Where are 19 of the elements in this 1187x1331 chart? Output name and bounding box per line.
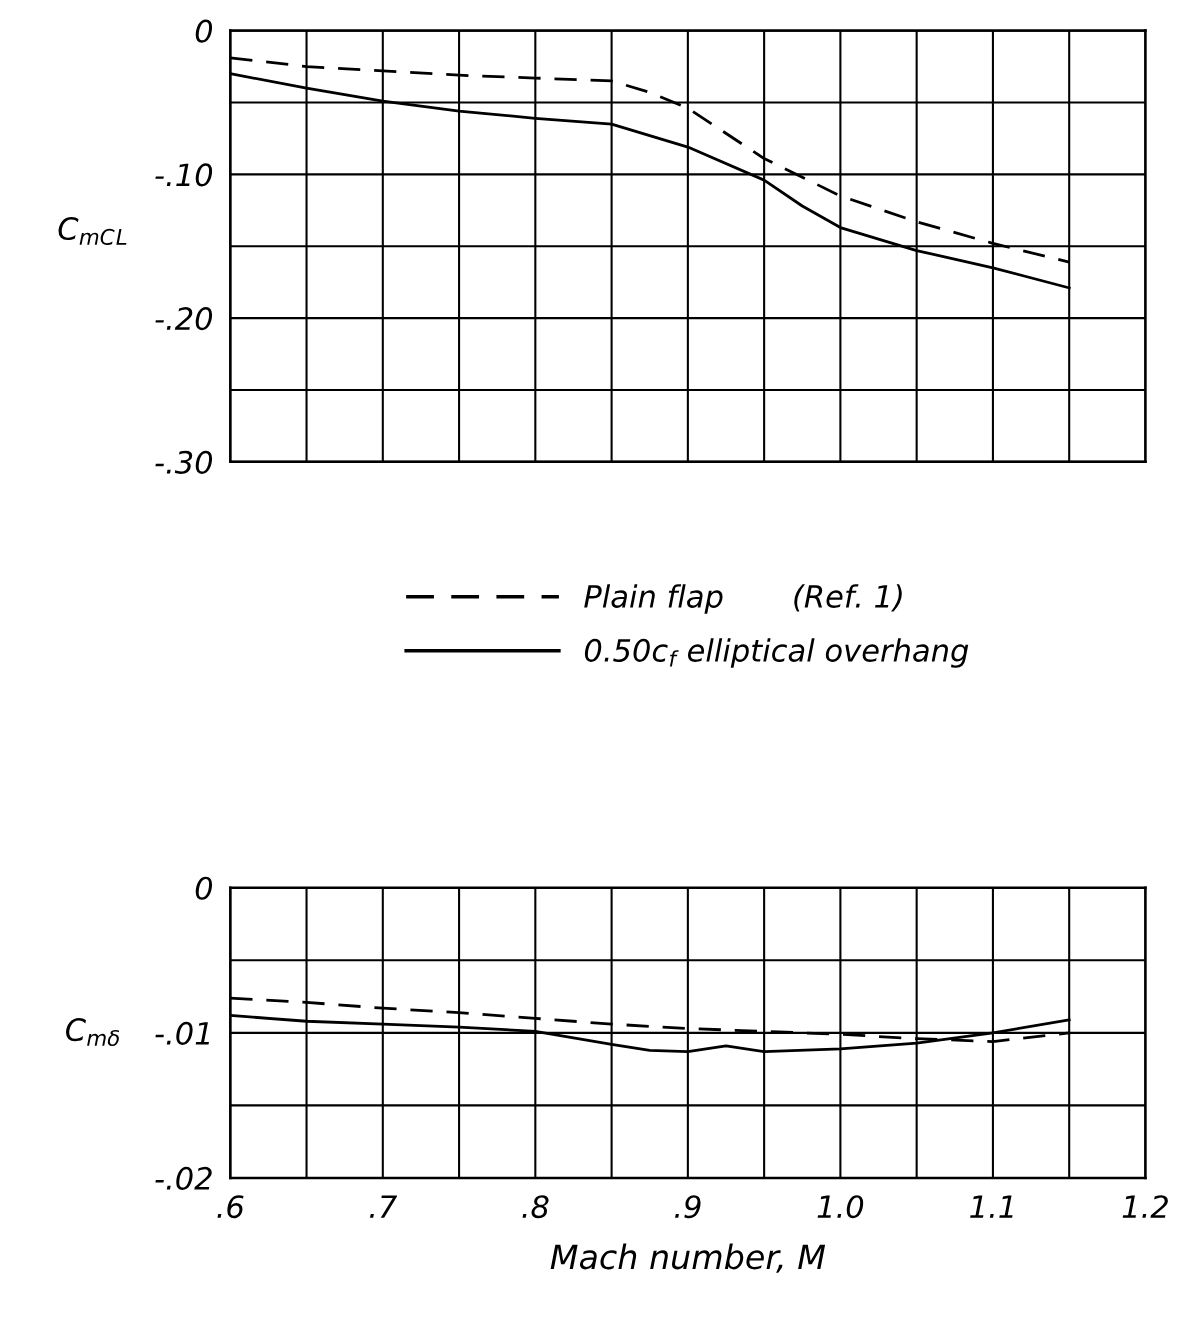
x-tick-label: 1.2 [1122, 1195, 1168, 1218]
x-tick-label: .6 [217, 1195, 244, 1219]
y-tick-label: 0 [195, 19, 213, 43]
y-tick-label: -.20 [155, 307, 213, 331]
y-axis-title: C$_{mCL}$ [58, 216, 127, 245]
y-tick-label: -.02 [155, 1166, 212, 1190]
x-tick-label: .8 [522, 1195, 549, 1219]
x-tick-label: .7 [370, 1195, 398, 1218]
y-tick-label: 0 [195, 876, 213, 900]
x-tick-label: 1.1 [970, 1195, 1013, 1218]
y-tick-label: -.01 [155, 1021, 209, 1045]
x-tick-label: .9 [675, 1195, 701, 1219]
y-tick-label: -.30 [155, 450, 213, 474]
y-tick-label: -.10 [155, 163, 213, 187]
x-axis-title: Mach number, M [550, 1243, 826, 1273]
x-tick-label: 1.0 [817, 1195, 864, 1219]
legend-label: Plain flap (Ref. 1) [584, 584, 902, 614]
y-axis-title: C$_{mδ}$ [66, 1018, 120, 1047]
legend-label: 0.50c$_{f}$ elliptical overhang [584, 638, 969, 668]
